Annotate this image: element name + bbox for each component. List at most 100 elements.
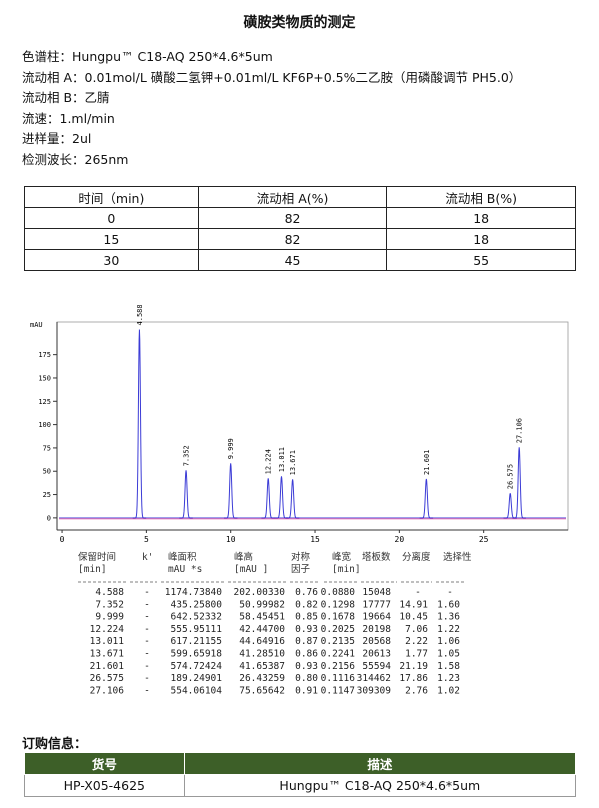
results-cell: 1.36 [437, 612, 460, 623]
results-cell: 10.45 [399, 612, 428, 623]
results-cell: 4.588 [95, 587, 124, 598]
results-cell: 44.64916 [239, 636, 285, 647]
y-tick-label: 0 [47, 514, 51, 522]
peak [261, 478, 275, 519]
results-cell: 7.352 [95, 599, 124, 610]
header-cell: 时间（min) [24, 186, 199, 208]
header-cell: 流动相 B(%) [386, 186, 576, 208]
results-cell: 0.0880 [321, 587, 356, 598]
results-cell: 1.05 [437, 649, 460, 660]
results-cell: - [144, 636, 150, 647]
peak-label: 26.575 [507, 464, 515, 489]
y-tick-label: 100 [38, 421, 51, 429]
y-tick-label: 175 [38, 351, 51, 359]
condition-line: 进样量：2ul [22, 131, 92, 147]
table-cell: 82 [197, 207, 388, 229]
results-header: [mAU ] [234, 564, 268, 575]
results-cell: 314462 [357, 673, 391, 684]
results-cell: - [144, 587, 150, 598]
results-cell: 0.85 [295, 612, 318, 623]
order-title: 订购信息： [22, 737, 88, 752]
results-cell: 0.2156 [321, 661, 356, 672]
peak [503, 493, 517, 519]
results-cell: 17777 [362, 599, 391, 610]
condition-line: 流动相 B：乙腈 [22, 90, 110, 106]
results-cell: - [144, 649, 150, 660]
results-cell: 554.06104 [171, 685, 223, 696]
results-cell: 0.87 [295, 636, 318, 647]
results-cell: 2.76 [405, 685, 428, 696]
results-cell: 26.575 [90, 673, 124, 684]
condition-line: 流动相 A：0.01mol/L 磺酸二氢钾+0.01ml/L KF6P+0.5%… [22, 69, 522, 85]
results-cell: 0.1678 [321, 612, 356, 623]
results-cell: 13.671 [90, 649, 125, 660]
y-tick-label: 25 [43, 491, 51, 499]
results-cell: 0.91 [295, 685, 318, 696]
chromatogram: mAU 0 25 50 75 100 125 150 175 0 5 10 15 20 25 4.588 7.3… [30, 305, 569, 544]
peak-label: 21.601 [423, 450, 431, 475]
results-cell: 1.23 [437, 673, 460, 684]
table-cell: 0 [24, 207, 199, 229]
header-cell: 货号 [24, 752, 185, 775]
header-row: 时间（min) 流动相 A(%) 流动相 B(%) [24, 186, 576, 208]
condition-line: 检测波长：265nm [22, 152, 129, 167]
results-cell: 435.25800 [171, 599, 223, 610]
x-tick-label: 0 [60, 535, 65, 544]
results-header: [min] [332, 564, 361, 575]
results-cell: 7.06 [405, 624, 428, 635]
results-cell: - [144, 624, 150, 635]
results-cell: 20198 [362, 624, 391, 635]
results-cell: 75.65642 [239, 685, 285, 696]
results-cell: 0.1298 [321, 599, 356, 610]
x-tick-label: 25 [479, 535, 489, 544]
results-cell: 27.106 [90, 685, 125, 696]
y-tick-label: 150 [38, 374, 51, 382]
results-cell: - [144, 673, 150, 684]
y-tick-label: 50 [43, 468, 51, 476]
gradient-table: 时间（min) 流动相 A(%) 流动相 B(%) 0 82 18 15 82 18 30 45 55 [24, 186, 576, 271]
results-cell: 20568 [362, 636, 391, 647]
peak [274, 476, 289, 519]
results-cell: 12.224 [90, 624, 125, 635]
header-cell: 流动相 A(%) [197, 186, 388, 208]
x-tick-label: 15 [310, 535, 320, 544]
results-cell: 189.24901 [171, 673, 223, 684]
results-cell: 19664 [362, 612, 391, 623]
table-row: 0 82 18 [24, 207, 576, 229]
table-cell: 82 [197, 228, 388, 250]
results-header: 保留时间 [78, 551, 116, 563]
results-header: 塔板数 [362, 551, 391, 563]
peak [179, 470, 193, 519]
results-header: 分离度 [402, 551, 431, 563]
condition-line: 色谱柱：Hungpu™ C18-AQ 250*4.6*5um [22, 49, 273, 64]
results-cell: 0.1147 [321, 685, 355, 696]
results-cell: 0.93 [295, 624, 318, 635]
results-cell: 42.44700 [239, 624, 285, 635]
results-header: 峰高 [234, 551, 253, 563]
peak-label: 13.671 [289, 450, 297, 475]
table-cell: 18 [386, 207, 576, 229]
table-cell: 15 [24, 228, 199, 250]
peak [512, 447, 526, 519]
results-cell: 0.2241 [321, 649, 356, 660]
table-cell: 18 [386, 228, 576, 250]
results-cell: 21.601 [90, 661, 125, 672]
results-cell: 9.999 [95, 612, 124, 623]
y-axis-label: mAU [30, 321, 43, 329]
results-cell: - [144, 599, 150, 610]
table-row: 30 45 55 [24, 249, 576, 271]
results-cell: 1.02 [437, 685, 460, 696]
results-cell: - [144, 661, 150, 672]
peak-label: 7.352 [183, 445, 191, 466]
peak [223, 463, 238, 519]
results-cell: 1.22 [437, 624, 460, 635]
results-cell: 13.011 [90, 636, 125, 647]
peak-label: 13.011 [278, 447, 286, 472]
title: 磺胺类物质的测定 [243, 15, 356, 31]
header-cell: 描述 [183, 752, 577, 775]
results-cell: 0.2135 [321, 636, 355, 647]
results-header: [min] [78, 564, 107, 575]
results-cell: 41.65387 [239, 661, 285, 672]
results-cell: 555.95111 [171, 624, 223, 635]
results-cell: 0.80 [295, 673, 318, 684]
